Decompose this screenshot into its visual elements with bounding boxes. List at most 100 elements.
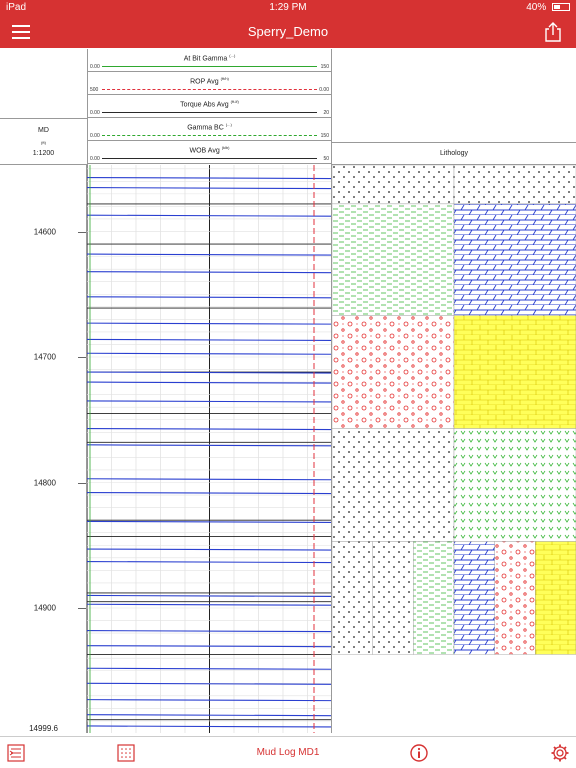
info-icon[interactable] (409, 743, 429, 763)
depth-tick (78, 357, 86, 358)
wob-trace (87, 682, 331, 685)
curve-name: ROP Avg (ft/h) (88, 76, 331, 85)
curve-max: 150 (320, 133, 329, 139)
lithology-cell-dots (332, 165, 455, 205)
wob-trace (87, 322, 331, 325)
curve-unit: (klb) (221, 145, 230, 150)
curve-header[interactable]: WOB Avg (klb) 0.00 50 (88, 141, 331, 164)
wob-trace (87, 271, 331, 274)
curve-legend-line (102, 89, 317, 90)
wob-trace (87, 214, 331, 217)
wob-trace (87, 352, 331, 355)
depth-tick (78, 482, 86, 484)
battery-percent: 40% (526, 2, 547, 13)
lithology-header: Lithology (332, 142, 576, 165)
depth-label: 14900 (33, 603, 56, 613)
curve-legend-line (102, 158, 317, 159)
gear-icon[interactable] (550, 743, 570, 763)
lithology-cell-green-v (453, 428, 576, 542)
status-bar: iPad 1:29 PM 40% (0, 0, 576, 16)
lithology-cell-blue-brick (453, 203, 576, 316)
wob-trace (87, 478, 331, 481)
md-label: MD (38, 127, 49, 134)
lithology-column[interactable] (332, 165, 576, 733)
status-time: 1:29 PM (269, 2, 307, 13)
curve-label: At Bit Gamma (183, 55, 228, 63)
curve-label: WOB Avg (189, 147, 220, 155)
wob-trace (87, 725, 331, 728)
curve-header[interactable]: At Bit Gamma (...) 0.00 150 (88, 49, 331, 72)
wob-trace (87, 371, 331, 374)
curve-unit: (...) (225, 122, 232, 127)
curve-max: 150 (320, 64, 329, 70)
md-scale: 1:1200 (32, 150, 55, 157)
wob-trace (87, 561, 331, 564)
wob-trace (87, 253, 331, 256)
track-select-icon[interactable] (6, 743, 26, 763)
lithology-cell-yellow-brick (535, 541, 576, 655)
lithology-plot (332, 165, 576, 655)
lithology-cell-dots (332, 541, 373, 655)
depth-column[interactable]: 14999.6 14600 14700 14800 14900 (0, 165, 87, 733)
depth-tick (78, 608, 86, 609)
lithology-cell-red-circles (332, 315, 455, 429)
depth-label: 14600 (33, 227, 56, 236)
curve-label: ROP Avg (190, 78, 219, 86)
curve-legend-line (102, 135, 317, 136)
curve-label: Torque Abs Avg (180, 101, 229, 109)
wob-trace (87, 548, 331, 551)
curve-header[interactable]: Gamma BC (...) 0.00 150 (88, 118, 331, 141)
bottom-toolbar: Mud Log MD1 (0, 736, 576, 768)
nav-bar: Sperry_Demo (0, 16, 576, 48)
curve-min: 0.00 (90, 133, 100, 139)
wob-trace (87, 296, 331, 299)
curve-label: Gamma BC (187, 124, 224, 132)
hamburger-menu-icon[interactable] (12, 25, 30, 39)
wob-trace (87, 667, 331, 670)
curve-max: 20 (323, 110, 329, 116)
device-name: iPad (6, 2, 27, 13)
curve-track-plot (87, 165, 331, 733)
lithology-cell-dots (453, 165, 576, 205)
wob-trace (87, 594, 331, 598)
lithology-pattern-icon[interactable] (116, 743, 136, 763)
wob-trace (87, 400, 331, 403)
lithology-cell-dots (332, 428, 455, 542)
lithology-cell-dots (372, 541, 414, 655)
curve-min: 0.00 (90, 110, 100, 116)
wob-trace (87, 427, 331, 431)
curve-name: Gamma BC (...) (88, 122, 331, 131)
curve-max: 50 (323, 156, 329, 162)
lithology-cell-yellow-brick (453, 315, 576, 429)
wob-trace (87, 645, 331, 648)
curve-max: 0.00 (319, 87, 329, 93)
battery-indicator: 40% (526, 2, 570, 13)
wob-trace (87, 444, 331, 447)
lithology-cell-green-dash (413, 541, 455, 655)
wob-trace (87, 187, 331, 190)
curve-header[interactable]: Torque Abs Avg (ft-lf) 0.00 20 (88, 95, 331, 118)
curve-min: 0.00 (90, 64, 100, 70)
lithology-cell-blue-brick (453, 541, 495, 655)
curve-name: WOB Avg (klb) (88, 145, 331, 154)
wob-trace (87, 603, 331, 606)
wob-trace (87, 699, 331, 702)
lithology-cell-green-dash (332, 203, 455, 316)
curve-unit: (ft-lf) (230, 99, 239, 104)
battery-icon (552, 3, 570, 12)
share-icon[interactable] (544, 22, 562, 42)
page-title: Sperry_Demo (247, 24, 329, 39)
depth-label: 14700 (33, 352, 56, 362)
curve-header[interactable]: ROP Avg (ft/h) 500 0.00 (88, 72, 331, 95)
md-unit: (ft) (41, 140, 46, 145)
curve-min: 500 (90, 87, 99, 93)
log-title: Mud Log MD1 (256, 747, 320, 758)
curve-track[interactable] (87, 165, 332, 733)
depth-bottom-label: 14999.6 (29, 724, 58, 733)
curve-name: At Bit Gamma (...) (88, 53, 331, 62)
md-header: MD (ft) 1:1200 (0, 118, 87, 165)
curve-legend-line (102, 112, 317, 113)
curve-min: 0.00 (90, 156, 100, 162)
wob-trace (87, 338, 331, 341)
